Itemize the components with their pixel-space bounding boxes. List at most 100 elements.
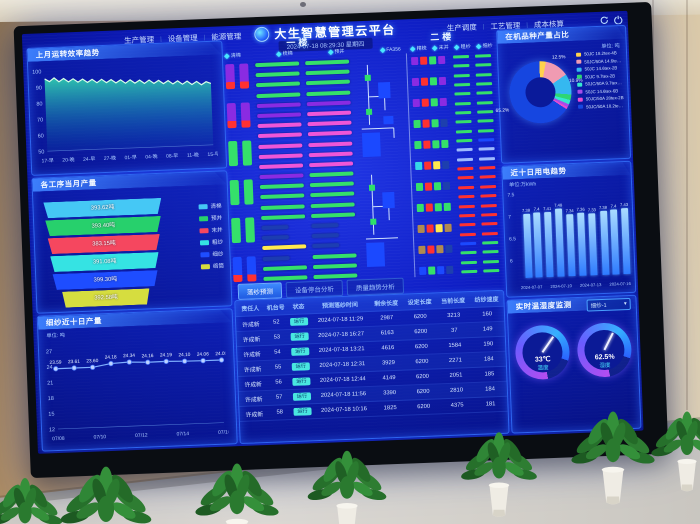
- legend-label: 50JC/50A 18.2tex-4B: [585, 102, 625, 109]
- bar-group: 7.4: [533, 206, 543, 278]
- machine-bar: [306, 100, 351, 106]
- funnel-band: 399.30吨: [53, 270, 159, 290]
- x-axis-label: 2024-07-07: [520, 284, 543, 291]
- machine-bar: [476, 100, 493, 105]
- machine-status-map: 一楼 二楼 清棉 梳棉 预并 FA356 精梳 末并 粗纱 细纱: [224, 28, 501, 284]
- table-cell: 2024-07-18 13:21: [318, 346, 365, 354]
- machine-bar: [308, 151, 353, 157]
- legend-chip: [575, 52, 582, 57]
- column-header: 预测落纱时间: [321, 302, 359, 310]
- machine-bar: [308, 140, 353, 147]
- variety-legend: 50JC 18.2tex-4B 50JC/50A 14.6tex-2B 50JC 1…: [575, 50, 626, 112]
- machine-block-row: [415, 181, 454, 192]
- svg-text:07/08: 07/08: [52, 436, 65, 442]
- bar-group: 7.41: [543, 206, 554, 278]
- machine-bar: [257, 112, 302, 119]
- column-header: 纺纱速度: [474, 296, 499, 304]
- machine-bar: [305, 69, 350, 76]
- machine-bar: [476, 91, 493, 96]
- power-bar: [533, 212, 543, 278]
- legend-item: 清棉: [198, 202, 222, 211]
- machine-bar: [305, 59, 350, 66]
- legend-chip: [576, 59, 582, 64]
- machine-bar: [456, 157, 474, 162]
- machine-bar: [310, 212, 356, 218]
- machine-pair: [231, 217, 258, 244]
- ceiling-sensor: [300, 2, 306, 7]
- machine-block: [225, 63, 236, 90]
- table-cell: 6200: [416, 388, 430, 396]
- svg-text:24.34: 24.34: [123, 353, 136, 359]
- workshop-select[interactable]: 细纱-1 ▾: [586, 297, 631, 312]
- table-cell: 2810: [450, 387, 464, 394]
- donut-percent-label: 12.5%: [551, 55, 566, 61]
- power-icon[interactable]: [614, 15, 623, 25]
- machine-column-label: 梳棉: [275, 50, 293, 58]
- x-axis-label: 2024-07-16: [609, 280, 631, 287]
- unit-label: 单位: 吨: [46, 332, 66, 340]
- table-cell: 4375: [450, 402, 464, 409]
- machine-bar: [479, 166, 496, 170]
- bar-value-label: 7.43: [619, 201, 629, 208]
- legend-chip: [577, 104, 584, 109]
- table-cell: 2987: [380, 315, 394, 322]
- machine-pair: [225, 63, 252, 90]
- table-cell: 许成新: [242, 321, 260, 329]
- legend-item: 50JC/50A 14.6tex-2B: [576, 57, 624, 64]
- machine-column-label: 清棉: [224, 52, 241, 60]
- table-cell: 6200: [415, 358, 429, 366]
- machine-bar: [262, 255, 290, 261]
- table-cell: 6200: [413, 313, 427, 321]
- svg-text:90: 90: [36, 85, 42, 91]
- table-cell: 2051: [449, 372, 463, 379]
- table-cell: 6200: [414, 328, 428, 336]
- bar-value-label: 7.48: [554, 202, 563, 208]
- svg-text:18: 18: [48, 396, 54, 402]
- svg-text:24.06: 24.06: [197, 351, 210, 357]
- svg-text:08-早: 08-早: [166, 153, 178, 159]
- table-cell: 52: [272, 319, 280, 326]
- machine-block: [431, 119, 439, 128]
- table-cell: 3213: [447, 312, 461, 319]
- svg-text:100: 100: [32, 69, 41, 75]
- refresh-icon[interactable]: [600, 16, 609, 25]
- table-cell: 185: [484, 371, 495, 378]
- column-header: 设定长度: [407, 299, 432, 307]
- funnel-band: 383.15吨: [48, 234, 161, 254]
- machine-bar: [459, 232, 476, 236]
- floor-1-label: 一楼: [286, 37, 311, 48]
- machine-block: [422, 119, 430, 128]
- machine-bar: [479, 175, 496, 180]
- machine-bar: [311, 233, 340, 239]
- machine-block: [433, 182, 442, 191]
- panel-title: 在机品种产量占比: [497, 26, 625, 44]
- diamond-icon: [327, 48, 334, 55]
- machine-block: [428, 266, 436, 275]
- power-bar: [554, 208, 565, 277]
- table-cell: 6200: [415, 373, 430, 381]
- tab-1[interactable]: 落纱预测: [237, 282, 283, 300]
- machine-column-carding: [255, 61, 308, 281]
- machine-bar: [255, 81, 301, 88]
- machine-bar: [457, 176, 474, 180]
- machine-block: [438, 76, 447, 86]
- table-cell: 2024-07-18 12:31: [319, 361, 366, 369]
- machine-bar: [312, 252, 357, 259]
- legend-chip: [198, 203, 208, 209]
- machine-bar: [482, 240, 499, 245]
- table-cell: 运行: [289, 362, 313, 371]
- panel-spinning-10day: 细纱近十日产量 单位: 吨 27 24 21 18 15 12 07/08 07/10 07/1…: [36, 308, 238, 452]
- machine-block: [415, 182, 424, 192]
- machine-block: [445, 244, 453, 253]
- funnel-chart: 393.62吨 393.40吨 383.15吨 391.08吨 399.30吨 392.5…: [43, 198, 165, 310]
- machine-bar: [263, 275, 308, 281]
- legend-item: 50JC 14.6tex-2B: [576, 65, 625, 72]
- machine-block-row: [418, 244, 456, 255]
- bar-value-label: 7.4: [610, 203, 617, 209]
- machine-bar: [460, 251, 477, 255]
- funnel-band: 391.08吨: [50, 252, 159, 272]
- column-header: 责任人: [241, 306, 260, 313]
- legend-label: 50JC 18.2tex-4B: [583, 50, 617, 57]
- machine-bar: [454, 82, 471, 87]
- panel-process-output: 各工序当月产量 393.62吨 393.40吨 383.15吨 391.08吨 399.…: [31, 170, 233, 314]
